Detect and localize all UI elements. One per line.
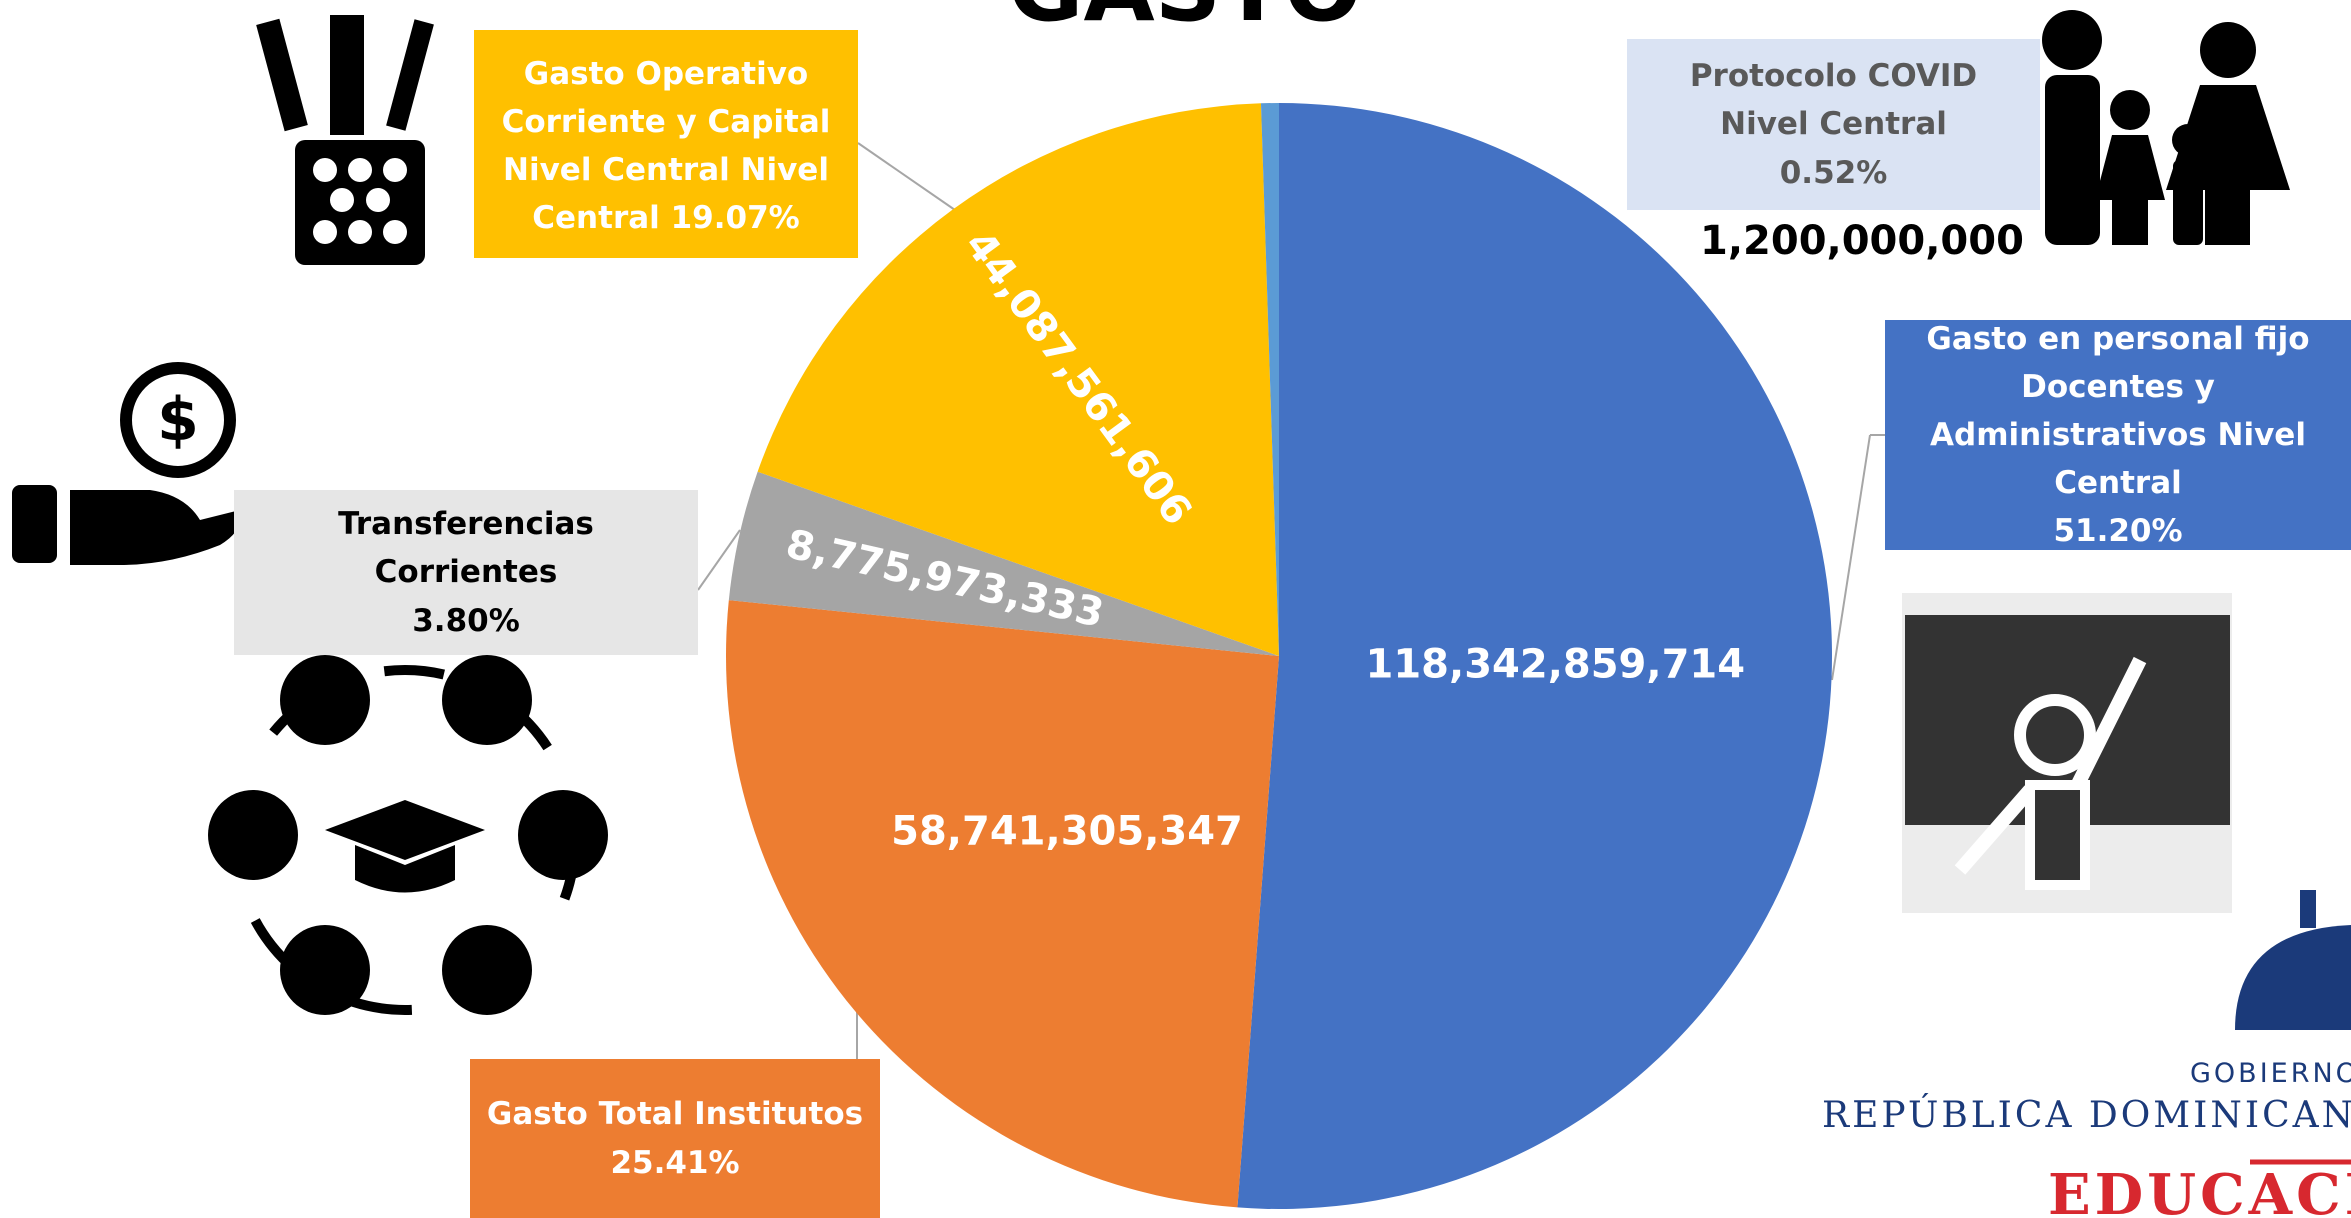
category-label: Transferencias Corrientes — [338, 506, 594, 591]
family-icon — [2042, 10, 2290, 245]
share-label: 19.07% — [670, 200, 800, 237]
education-icons — [208, 655, 608, 1015]
pie-slice — [725, 600, 1279, 1208]
svg-text:$: $ — [157, 385, 199, 455]
money-hand-icon: $ — [12, 362, 241, 565]
callout-box: Gasto Total Institutos 25.41% — [470, 1059, 880, 1218]
share-label: 25.41% — [610, 1144, 740, 1181]
callout-box: Gasto en personal fijo Docentes y Admini… — [1885, 320, 2351, 550]
pie-slice — [1237, 103, 1832, 1209]
callout-box: Protocolo COVID Nivel Central 0.52% — [1627, 39, 2040, 210]
leader-line — [697, 529, 741, 591]
logo-text: GOBIERNO DE — [2190, 1058, 2351, 1089]
logo-text: EDUCACIÓN — [2048, 1162, 2351, 1218]
government-logo — [2235, 890, 2351, 1030]
category-label: Gasto en personal fijo Docentes y Admini… — [1926, 320, 2310, 502]
value-label: 118,342,859,714 — [1366, 641, 1746, 687]
category-label: Protocolo COVID Nivel Central — [1689, 58, 1978, 143]
category-label: Gasto Operativo Corriente y Capital Nive… — [501, 56, 831, 237]
amount-label: 1,200,000,000 — [1700, 218, 2024, 264]
pencil-cup-icon — [256, 15, 434, 265]
share-label: 51.20% — [2053, 513, 2183, 550]
pie-slice — [728, 471, 1279, 656]
value-label: 58,741,305,347 — [891, 809, 1243, 855]
callout-box: Gasto Operativo Corriente y Capital Nive… — [474, 30, 858, 258]
logo-text: REPÚBLICA DOMINICANA — [1822, 1095, 2351, 1136]
teacher-board-icon — [1902, 593, 2232, 913]
callout-box: Transferencias Corrientes 3.80% — [234, 490, 698, 655]
leader-line — [1831, 434, 1871, 681]
pie-slice — [1260, 103, 1279, 656]
category-label: Gasto Total Institutos — [486, 1096, 864, 1133]
leader-line — [857, 142, 956, 211]
pie-slice — [757, 103, 1279, 656]
share-label: 3.80% — [412, 602, 520, 639]
share-label: 0.52% — [1779, 154, 1888, 191]
chart-title: GASTO — [1008, 0, 1362, 42]
